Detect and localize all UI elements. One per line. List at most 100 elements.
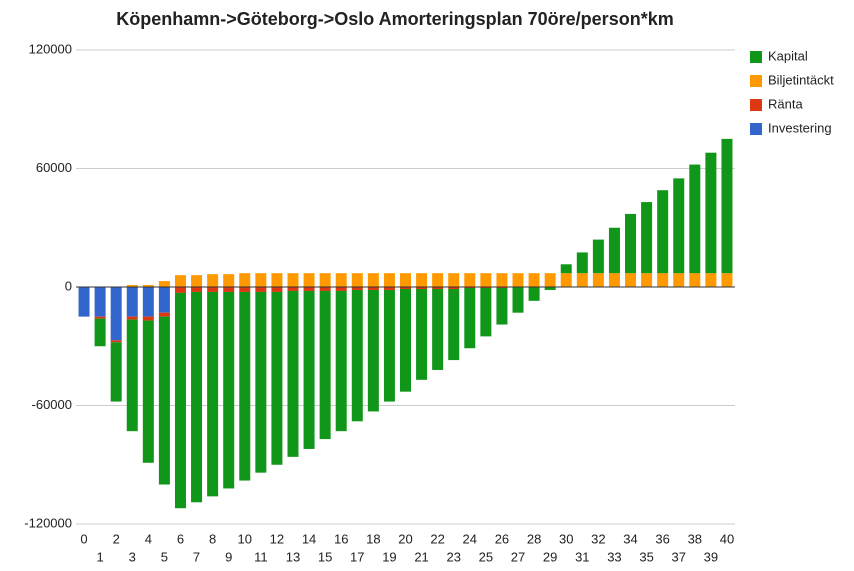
legend-swatch bbox=[750, 75, 762, 87]
bar-segment bbox=[367, 289, 379, 412]
x-tick-label: 12 bbox=[270, 531, 284, 546]
bar-segment bbox=[191, 291, 203, 503]
x-tick-label: 18 bbox=[366, 531, 380, 546]
bar-segment bbox=[303, 287, 315, 291]
bar-segment bbox=[400, 288, 411, 392]
bar-segment bbox=[351, 289, 363, 422]
x-tick-label: 37 bbox=[672, 549, 686, 564]
bar-segment bbox=[94, 316, 106, 319]
bar-segment bbox=[432, 288, 444, 370]
y-tick-label: 60000 bbox=[36, 160, 72, 175]
bar-segment bbox=[287, 287, 299, 291]
y-tick-label: 120000 bbox=[29, 41, 72, 56]
bar-segment bbox=[94, 318, 106, 347]
x-tick-label: 19 bbox=[382, 549, 396, 564]
x-tick-label: 20 bbox=[398, 531, 412, 546]
bar-segment bbox=[142, 287, 154, 317]
legend-swatch bbox=[750, 51, 762, 63]
bar-segment bbox=[239, 273, 251, 287]
bar-segment bbox=[255, 291, 267, 473]
bar-segment bbox=[383, 287, 395, 290]
bar-segment bbox=[239, 291, 251, 481]
bar-segment bbox=[126, 319, 138, 432]
bar-segment bbox=[721, 138, 733, 274]
bar-segment bbox=[351, 287, 363, 290]
bar-segment bbox=[416, 273, 428, 287]
bar-segment bbox=[416, 288, 428, 380]
x-tick-label: 11 bbox=[254, 549, 268, 564]
bar-segment bbox=[592, 239, 604, 274]
bar-segment bbox=[335, 273, 347, 287]
x-tick-label: 39 bbox=[704, 549, 718, 564]
chart-title: Köpenhamn->Göteborg->Oslo Amorteringspla… bbox=[116, 9, 673, 29]
x-tick-label: 36 bbox=[655, 531, 669, 546]
x-tick-label: 13 bbox=[286, 549, 300, 564]
x-tick-label: 32 bbox=[591, 531, 605, 546]
bar-segment bbox=[239, 287, 251, 292]
x-tick-label: 0 bbox=[80, 531, 87, 546]
bar-segment bbox=[512, 273, 524, 287]
bar-segment bbox=[400, 273, 411, 287]
bar-segment bbox=[174, 275, 186, 287]
bar-segment bbox=[303, 290, 315, 449]
bar-segment bbox=[657, 273, 669, 287]
bar-segment bbox=[544, 287, 556, 290]
bar-segment bbox=[126, 285, 138, 287]
bar-segment bbox=[448, 287, 460, 289]
bar-segment bbox=[721, 273, 733, 287]
bar-segment bbox=[126, 287, 138, 317]
bar-segment bbox=[126, 316, 138, 320]
x-tick-label: 22 bbox=[430, 531, 444, 546]
bar-segment bbox=[174, 287, 186, 293]
bar-segment bbox=[207, 291, 219, 497]
bar-segment bbox=[78, 287, 90, 317]
x-tick-label: 27 bbox=[511, 549, 525, 564]
bar-segment bbox=[480, 287, 492, 337]
x-tick-label: 8 bbox=[209, 531, 216, 546]
bar-segment bbox=[110, 340, 122, 343]
bar-segment bbox=[110, 342, 122, 402]
bar-segment bbox=[207, 287, 219, 292]
bar-segment bbox=[560, 264, 572, 274]
x-tick-label: 4 bbox=[145, 531, 152, 546]
bar-segment bbox=[142, 320, 154, 463]
bar-segment bbox=[271, 287, 283, 292]
x-tick-label: 6 bbox=[177, 531, 184, 546]
x-tick-label: 17 bbox=[350, 549, 364, 564]
bar-segment bbox=[94, 287, 106, 317]
x-tick-label: 26 bbox=[495, 531, 509, 546]
bar-segment bbox=[673, 178, 685, 274]
bar-segment bbox=[158, 281, 170, 287]
bar-segment bbox=[255, 273, 267, 287]
x-tick-label: 21 bbox=[414, 549, 428, 564]
bar-segment bbox=[448, 273, 460, 287]
bar-segment bbox=[400, 287, 411, 289]
bar-segment bbox=[625, 213, 637, 274]
x-tick-label: 1 bbox=[96, 549, 103, 564]
bar-segment bbox=[351, 273, 363, 287]
x-tick-label: 23 bbox=[446, 549, 460, 564]
bar-segment bbox=[464, 273, 476, 287]
bar-segment bbox=[287, 273, 299, 287]
bar-segment bbox=[319, 273, 331, 287]
bar-segment bbox=[705, 152, 717, 274]
x-tick-label: 9 bbox=[225, 549, 232, 564]
x-tick-label: 34 bbox=[623, 531, 637, 546]
bar-segment bbox=[673, 273, 685, 287]
y-tick-label: -120000 bbox=[24, 515, 72, 530]
x-tick-label: 14 bbox=[302, 531, 316, 546]
legend-swatch bbox=[750, 99, 762, 111]
x-tick-label: 30 bbox=[559, 531, 573, 546]
bar-segment bbox=[512, 287, 524, 313]
bar-segment bbox=[191, 275, 203, 287]
x-tick-label: 38 bbox=[688, 531, 702, 546]
bar-segment bbox=[287, 290, 299, 457]
bar-segment bbox=[319, 287, 331, 291]
legend-swatch bbox=[750, 123, 762, 135]
x-tick-label: 15 bbox=[318, 549, 332, 564]
legend-label: Biljetintäckt bbox=[768, 72, 834, 87]
bar-segment bbox=[223, 287, 235, 292]
x-tick-label: 40 bbox=[720, 531, 734, 546]
bar-segment bbox=[383, 273, 395, 287]
